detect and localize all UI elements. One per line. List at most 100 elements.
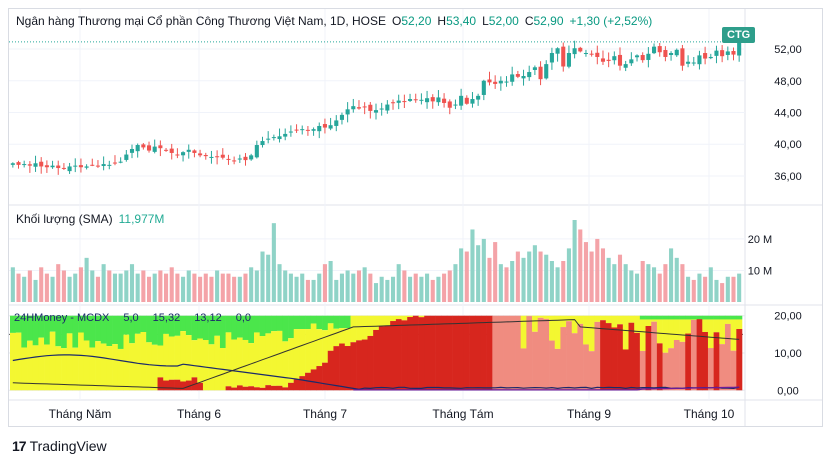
candle-body	[533, 67, 537, 70]
mcdx-bar-red	[543, 319, 549, 390]
mcdx-bar-red	[294, 379, 300, 390]
candle-body	[62, 168, 66, 169]
volume-bar	[391, 277, 395, 302]
mcdx-bar-yellow	[118, 349, 124, 390]
mcdx-value-3: 13,12	[194, 312, 222, 324]
candle-body	[658, 46, 662, 52]
mcdx-bar-yellow	[84, 340, 90, 390]
mcdx-bar-red	[299, 376, 305, 390]
volume-bar	[595, 239, 599, 302]
volume-bar	[226, 274, 230, 302]
mcdx-bar-red	[385, 325, 391, 390]
mcdx-bar-yellow	[594, 316, 600, 322]
candle-body	[567, 53, 571, 67]
mcdx-bar-yellow	[356, 316, 362, 341]
mcdx-bar-red	[379, 326, 385, 390]
candle-body	[487, 80, 491, 83]
volume-bar	[351, 274, 355, 302]
volume-bar	[499, 264, 503, 302]
mcdx-bar-yellow	[271, 331, 277, 386]
candle-body	[556, 48, 560, 53]
mcdx-bar-red	[158, 377, 164, 390]
candle-body	[141, 144, 145, 147]
change-value: +1,30 (+2,52%)	[570, 14, 653, 28]
volume-bar	[51, 277, 55, 302]
mcdx-bar-yellow	[708, 319, 714, 348]
candle-body	[113, 163, 117, 164]
mcdx-bar-yellow	[402, 316, 408, 321]
tradingview-logo[interactable]: 17 TradingView	[12, 438, 107, 454]
mcdx-bar-green	[668, 316, 674, 320]
mcdx-bar-green	[646, 316, 652, 320]
volume-bar	[646, 264, 650, 302]
candle-body	[652, 47, 656, 54]
mcdx-value-1: 5,0	[123, 312, 138, 324]
mcdx-bar-red	[226, 386, 232, 390]
candle-body	[136, 145, 140, 151]
mcdx-bar-yellow	[55, 346, 61, 390]
mcdx-bar-yellow	[67, 333, 73, 390]
candle-body	[686, 62, 690, 64]
volume-bar	[141, 270, 145, 302]
close-value: 52,90	[533, 14, 563, 28]
volume-bar	[470, 229, 474, 302]
mcdx-bar-red	[413, 316, 419, 391]
mcdx-bar-yellow	[333, 329, 339, 346]
candle-body	[697, 55, 701, 64]
volume-bar	[33, 280, 37, 302]
mcdx-bar-yellow	[106, 346, 112, 390]
mcdx-bar-red	[436, 316, 442, 391]
mcdx-bar-red	[680, 342, 686, 390]
candle-body	[737, 42, 741, 56]
candle-body	[323, 124, 327, 128]
candle-body	[675, 50, 679, 55]
volume-bar	[249, 267, 253, 302]
volume-bar	[175, 274, 179, 302]
candle-body	[419, 100, 423, 101]
mcdx-bar-yellow	[282, 341, 288, 387]
volume-bar	[380, 277, 384, 302]
mcdx-bar-green	[316, 316, 322, 329]
mcdx-bar-green	[657, 316, 663, 320]
volume-bar	[283, 270, 287, 302]
mcdx-bar-yellow	[611, 316, 617, 328]
mcdx-bar-yellow	[407, 316, 413, 317]
mcdx-bar-red	[566, 321, 572, 390]
time-tick-label: Tháng 10	[684, 407, 735, 421]
volume-tick-label: 10 M	[748, 265, 772, 277]
mcdx-bar-yellow	[538, 316, 544, 318]
mcdx-bar-yellow	[651, 319, 657, 321]
volume-bar	[556, 267, 560, 302]
mcdx-bar-yellow	[146, 342, 152, 390]
candle-body	[618, 55, 622, 66]
volume-bar	[107, 270, 111, 302]
volume-bar	[714, 280, 718, 302]
mcdx-bar-red	[277, 386, 283, 390]
volume-bar	[663, 264, 667, 302]
mcdx-bar-red	[458, 316, 464, 391]
mcdx-bar-green	[305, 316, 311, 329]
candle-body	[107, 165, 111, 166]
tradingview-logo-icon: 17	[12, 438, 26, 454]
mcdx-bar-green	[680, 316, 686, 320]
volume-bar	[130, 264, 134, 302]
volume-bar	[408, 277, 412, 302]
candle-body	[124, 155, 128, 160]
mcdx-bar-red	[447, 316, 453, 391]
mcdx-bar-yellow	[646, 319, 652, 326]
volume-bar	[726, 277, 730, 302]
candle-body	[39, 162, 43, 167]
candle-body	[272, 137, 276, 138]
candle-body	[147, 145, 151, 150]
mcdx-bar-red	[356, 340, 362, 390]
volume-bar	[436, 277, 440, 302]
volume-bar	[22, 277, 26, 302]
volume-bar	[561, 261, 565, 302]
volume-bar	[90, 270, 94, 302]
mcdx-bar-yellow	[577, 316, 583, 324]
mcdx-bar-yellow	[640, 319, 646, 350]
candle-body	[516, 74, 520, 77]
candle-body	[590, 54, 594, 55]
